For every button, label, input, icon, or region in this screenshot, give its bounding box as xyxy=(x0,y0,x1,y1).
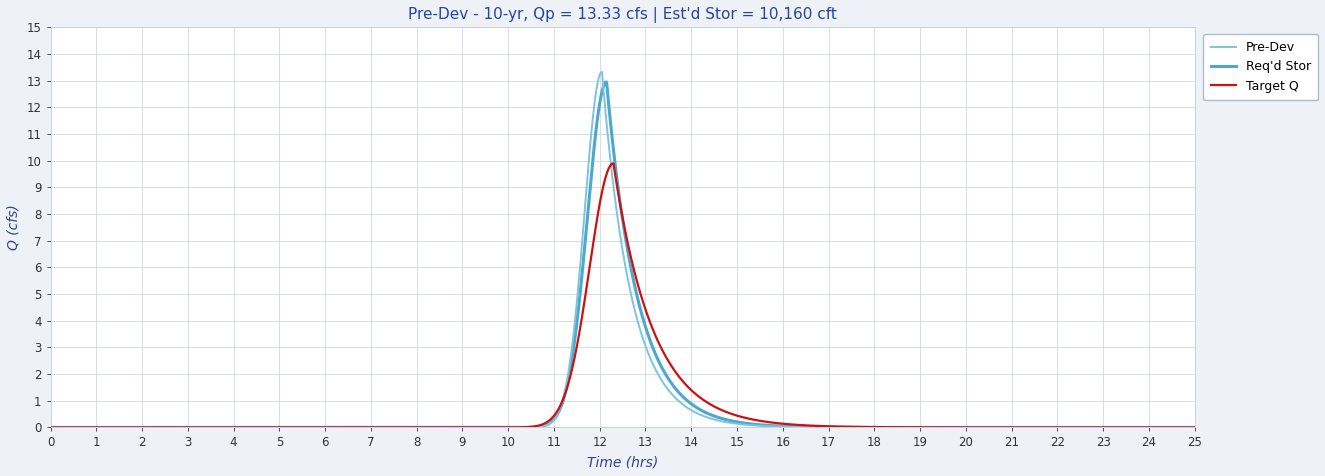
Target Q xyxy=(250,425,266,430)
Target Q xyxy=(606,160,621,166)
Target Q xyxy=(897,425,913,430)
Pre-Dev xyxy=(594,69,610,75)
Target Q xyxy=(787,422,803,427)
Req'd Stor xyxy=(599,79,615,85)
Req'd Stor xyxy=(983,425,999,430)
Pre-Dev xyxy=(983,425,999,430)
Target Q xyxy=(42,425,58,430)
Pre-Dev xyxy=(787,424,803,430)
Target Q xyxy=(983,425,999,430)
Req'd Stor xyxy=(250,425,266,430)
Req'd Stor xyxy=(897,425,913,430)
Line: Target Q: Target Q xyxy=(50,163,1195,427)
Target Q xyxy=(1187,425,1203,430)
Target Q xyxy=(480,425,496,430)
Pre-Dev xyxy=(729,421,745,426)
Req'd Stor xyxy=(729,419,745,425)
Pre-Dev xyxy=(480,425,496,430)
X-axis label: Time (hrs): Time (hrs) xyxy=(587,455,659,469)
Line: Pre-Dev: Pre-Dev xyxy=(50,72,1195,427)
Y-axis label: Q (cfs): Q (cfs) xyxy=(7,205,21,250)
Req'd Stor xyxy=(1187,425,1203,430)
Pre-Dev xyxy=(42,425,58,430)
Target Q xyxy=(729,413,745,418)
Line: Req'd Stor: Req'd Stor xyxy=(50,82,1195,427)
Pre-Dev xyxy=(1187,425,1203,430)
Pre-Dev xyxy=(250,425,266,430)
Req'd Stor xyxy=(787,424,803,429)
Legend: Pre-Dev, Req'd Stor, Target Q: Pre-Dev, Req'd Stor, Target Q xyxy=(1203,33,1318,100)
Pre-Dev xyxy=(897,425,913,430)
Req'd Stor xyxy=(42,425,58,430)
Req'd Stor xyxy=(480,425,496,430)
Title: Pre-Dev - 10-yr, Qp = 13.33 cfs | Est'd Stor = 10,160 cft: Pre-Dev - 10-yr, Qp = 13.33 cfs | Est'd … xyxy=(408,7,837,23)
